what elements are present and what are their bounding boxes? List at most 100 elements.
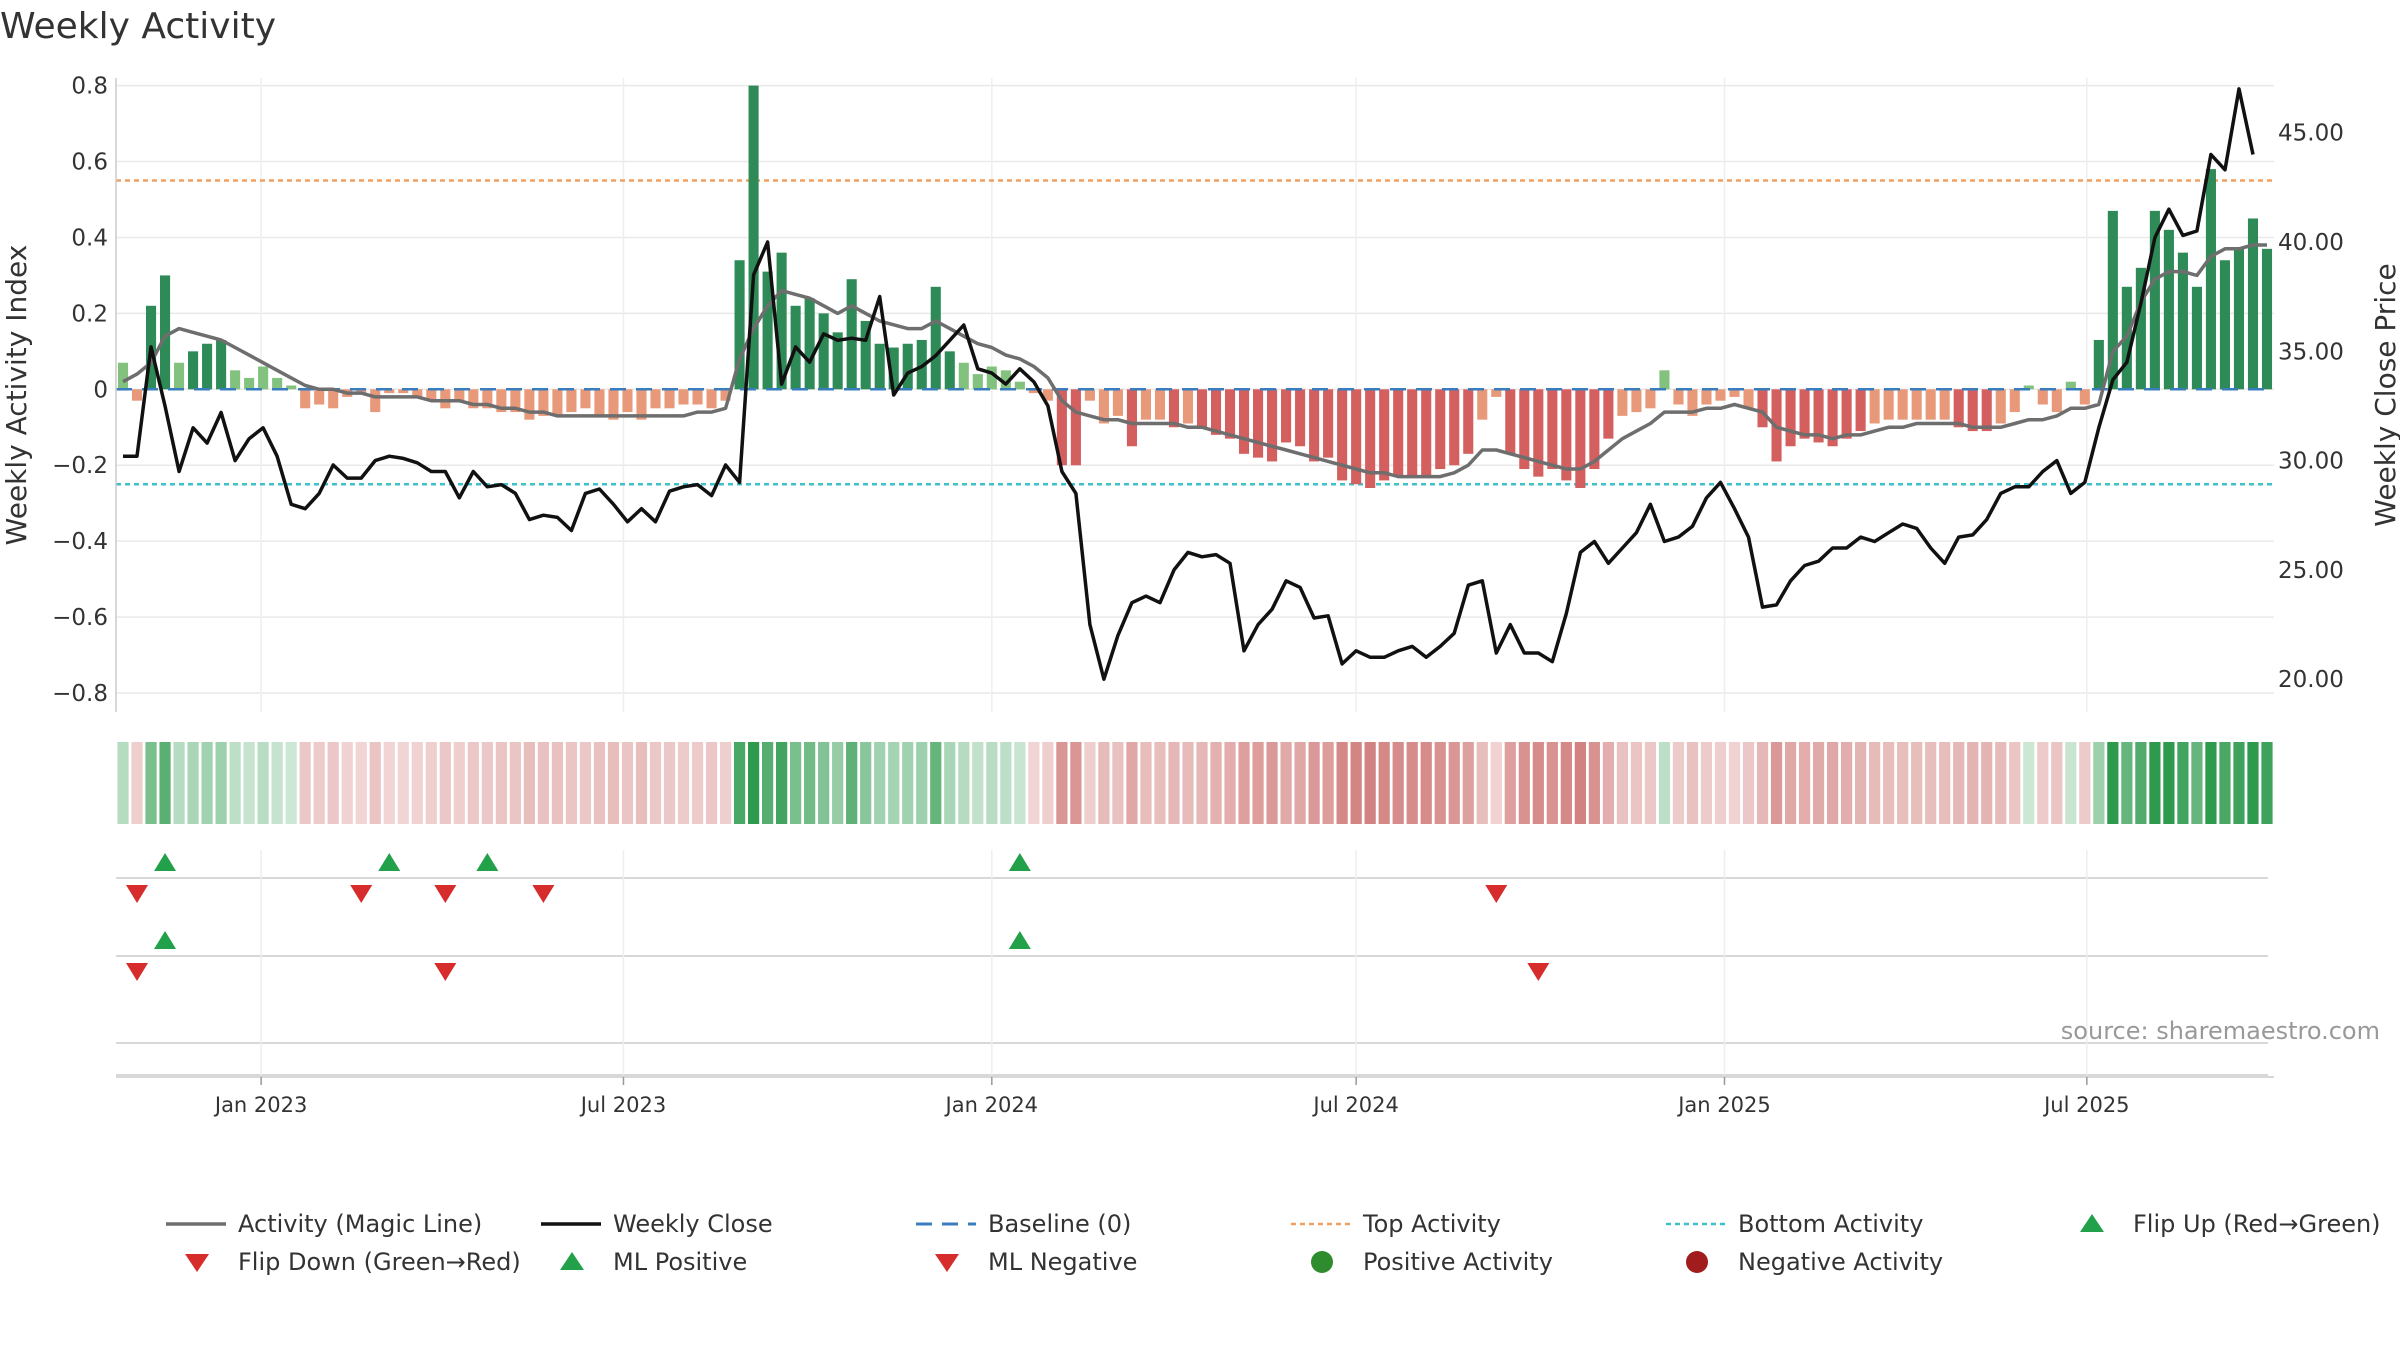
activity-bar [1533, 389, 1544, 477]
activity-bar [664, 389, 675, 409]
strip-cell [1939, 742, 1951, 824]
y2-tick-label: 40.00 [2278, 230, 2344, 256]
strip-cell [944, 742, 956, 824]
activity-bar [902, 343, 913, 390]
activity-bar [1126, 389, 1137, 447]
activity-bar [1365, 389, 1376, 489]
strip-cell [607, 742, 620, 824]
activity-bar [510, 389, 521, 413]
legend-label: Positive Activity [1363, 1248, 1553, 1276]
activity-bar [748, 85, 759, 390]
legend-label: Activity (Magic Line) [238, 1210, 482, 1238]
activity-bar [1000, 370, 1011, 390]
strip-cell [1784, 742, 1797, 824]
activity-bar [1421, 389, 1432, 477]
strip-cell [888, 742, 900, 824]
strip-cell [635, 742, 648, 824]
strip-cell [2051, 742, 2063, 824]
activity-bar [1841, 389, 1852, 439]
y-axis-left: 0.8 0.6 0.4 0.2 0 −0.2 −0.4 −0.6 −0.8 [52, 74, 117, 712]
strip-cell [1616, 742, 1629, 824]
activity-bar [131, 389, 143, 401]
legend-item: Negative Activity [1686, 1248, 1943, 1276]
strip-cell [551, 742, 564, 824]
flip-down-marker [350, 885, 373, 903]
strip-cell [2135, 742, 2147, 824]
strip-cell [313, 742, 325, 824]
ml-negative-marker [434, 963, 457, 981]
legend-label: ML Negative [988, 1248, 1137, 1276]
activity-bar [2051, 389, 2062, 413]
activity-bar [1953, 389, 1964, 428]
legend-triangle-down-icon [935, 1254, 959, 1272]
strip-cell [2079, 742, 2091, 824]
strip-cell [145, 742, 157, 824]
strip-cell [649, 742, 662, 824]
activity-bar [1477, 389, 1488, 420]
y2-tick-label: 45.00 [2278, 121, 2344, 147]
activity-bar [202, 343, 213, 390]
activity-bar [1687, 389, 1698, 416]
activity-bar [650, 389, 661, 409]
strip-cell [972, 742, 984, 824]
activity-bar [874, 343, 885, 390]
strip-cell [1392, 742, 1404, 824]
strip-cell [2149, 742, 2161, 824]
chart-title: Weekly Activity [0, 6, 276, 47]
activity-bar [1014, 381, 1025, 390]
y2-tick-label: 20.00 [2278, 667, 2344, 693]
activity-bar [1617, 389, 1628, 416]
legend-label: Negative Activity [1738, 1248, 1943, 1276]
activity-bar [1140, 389, 1151, 420]
legend-label: Flip Up (Red→Green) [2133, 1210, 2381, 1238]
activity-bar [1519, 389, 1530, 470]
strip-cell [2107, 742, 2119, 824]
activity-bar [1785, 389, 1796, 447]
activity-bar [580, 389, 591, 409]
strip-cell [593, 742, 606, 824]
strip-cell [159, 742, 171, 824]
strip-cell [411, 742, 423, 824]
activity-bar [1309, 389, 1320, 462]
activity-bar [160, 275, 171, 390]
activity-bar [1995, 389, 2006, 424]
x-tick-label: Jul 2025 [2042, 1093, 2129, 1117]
activity-bar [454, 389, 465, 401]
strip-cell [243, 742, 255, 824]
strip-cell [2247, 742, 2259, 824]
strip-cell [790, 742, 802, 824]
strip-cell [2219, 742, 2231, 824]
activity-bar [1028, 389, 1039, 394]
strip-cell [271, 742, 283, 824]
ml-positive-marker [154, 931, 177, 949]
strip-cell [2065, 742, 2077, 824]
activity-bar [1224, 389, 1236, 439]
strip-cell [1000, 742, 1012, 824]
activity-bar [398, 389, 409, 394]
strip-cell [663, 742, 676, 824]
strip-cell [1644, 742, 1657, 824]
activity-bar [1813, 389, 1824, 443]
activity-bar [1098, 389, 1109, 424]
activity-bar [622, 389, 633, 413]
strip-cell [1995, 742, 2007, 824]
activity-bar [117, 362, 129, 390]
strip-cell [2009, 742, 2021, 824]
strip-cell [1098, 742, 1110, 824]
activity-bar [1084, 389, 1095, 401]
activity-bar [776, 252, 787, 390]
strip-cell [2121, 742, 2133, 824]
strip-cell [1448, 742, 1460, 824]
legend-item: Activity (Magic Line) [166, 1210, 482, 1238]
activity-bar [762, 271, 773, 390]
strip-cell [719, 742, 732, 824]
activity-bar [1547, 389, 1558, 470]
activity-bar [832, 332, 843, 390]
y-tick-label: 0.8 [71, 74, 108, 100]
activity-bar [1393, 389, 1404, 477]
strip-cell [1574, 742, 1586, 824]
strip-cell [2163, 742, 2175, 824]
activity-bar [2247, 218, 2259, 390]
activity-bar [1757, 389, 1768, 428]
legend-item: ML Positive [560, 1248, 747, 1276]
